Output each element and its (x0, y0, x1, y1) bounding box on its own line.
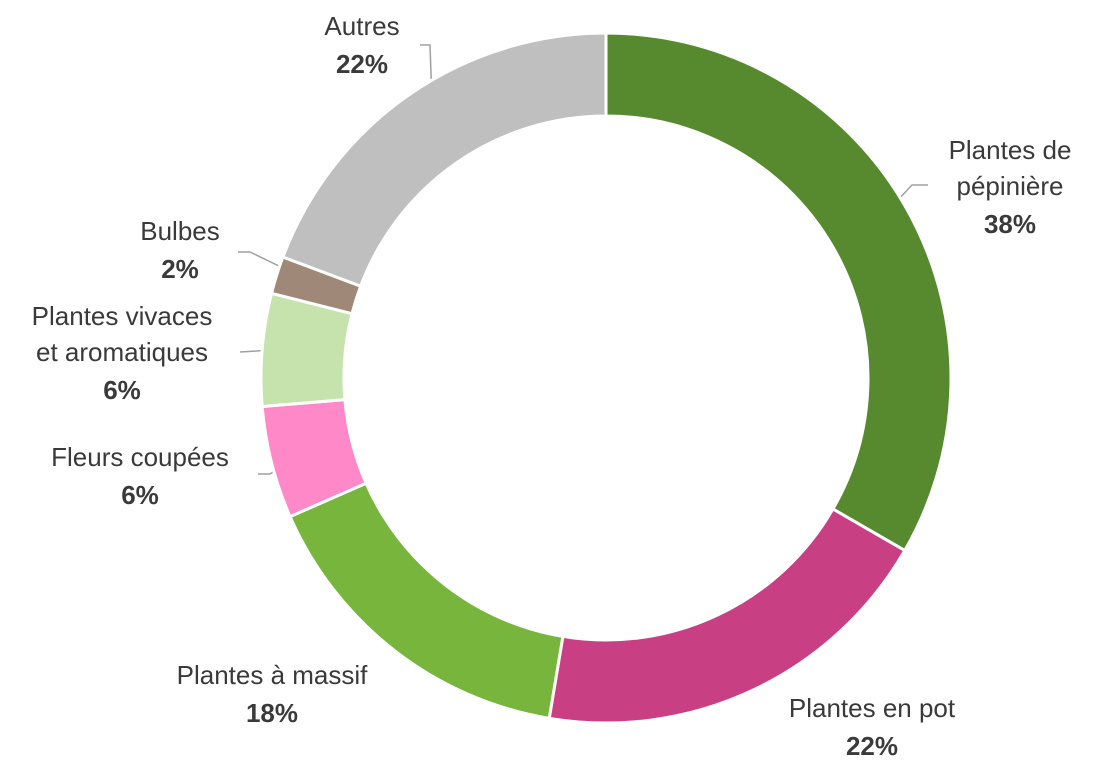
category-label: Plantes à massif (177, 660, 369, 690)
category-label: Bulbes (140, 216, 220, 246)
category-label: Plantes en pot (789, 693, 956, 723)
value-label: 22% (336, 49, 388, 79)
value-label: 6% (121, 480, 159, 510)
donut-segment (280, 31, 608, 289)
value-label: 18% (246, 698, 298, 728)
value-label: 6% (103, 375, 141, 405)
category-label: Fleurs coupées (51, 442, 229, 472)
value-label: 38% (984, 209, 1036, 239)
category-label: Plantes de pépinière (949, 135, 1072, 201)
value-label: 2% (161, 254, 199, 284)
donut-segment (604, 31, 953, 553)
donut-segment (547, 506, 907, 725)
category-label: Plantes vivaces et aromatiques (32, 301, 213, 367)
value-label: 22% (846, 731, 898, 759)
category-label: Autres (324, 11, 399, 41)
